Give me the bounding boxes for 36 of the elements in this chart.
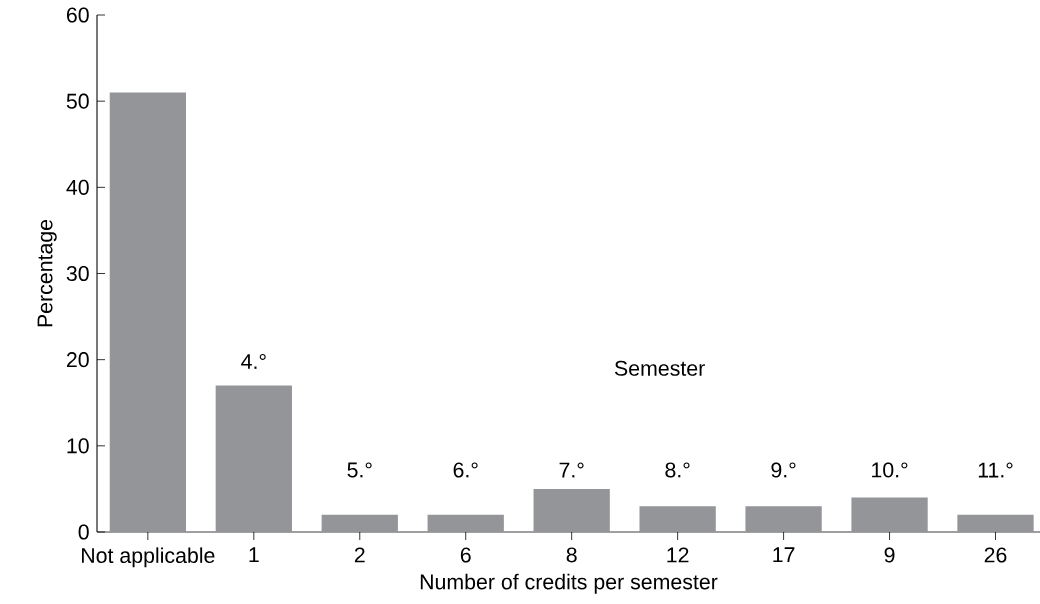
y-tick-label: 40 (66, 179, 89, 195)
y-tick-label: 20 (66, 352, 89, 368)
annotation: 9.° (771, 462, 796, 478)
annotation: 11.° (978, 462, 1013, 478)
bar (109, 92, 186, 532)
annotation: 6.° (453, 462, 478, 478)
bar (533, 488, 610, 532)
bar (957, 514, 1034, 532)
bar (639, 506, 716, 532)
bar (745, 506, 822, 532)
bar (427, 514, 504, 532)
annotation: 5.° (347, 462, 372, 478)
annotation: 8.° (665, 462, 690, 478)
y-tick-label: 30 (66, 265, 89, 282)
annotation: 7.° (559, 462, 584, 478)
y-tick-label: 10 (67, 438, 89, 454)
y-tick-label: 0 (78, 524, 89, 540)
y-axis-title: Percentage (37, 219, 57, 327)
annotation: 4.° (241, 353, 266, 369)
x-tick-label: 6 (460, 547, 471, 563)
bar (215, 385, 292, 532)
x-tick-label: 12 (667, 547, 689, 563)
y-tick-label: 60 (66, 7, 89, 23)
bar (321, 514, 398, 532)
bar (851, 497, 928, 532)
x-tick-label: Not applicable (82, 547, 215, 568)
x-tick-label: 17 (773, 547, 795, 563)
x-tick-label: 1 (249, 547, 259, 563)
annotation: 10.° (872, 462, 908, 478)
x-tick-label: 26 (984, 547, 1007, 563)
y-tick-label: 50 (66, 93, 89, 109)
x-tick-label: 2 (354, 547, 365, 563)
annotation: Semester (614, 360, 705, 376)
x-tick-label: 9 (884, 547, 895, 563)
x-axis-title: Number of credits per semester (420, 573, 718, 594)
x-tick-label: 8 (566, 547, 577, 563)
